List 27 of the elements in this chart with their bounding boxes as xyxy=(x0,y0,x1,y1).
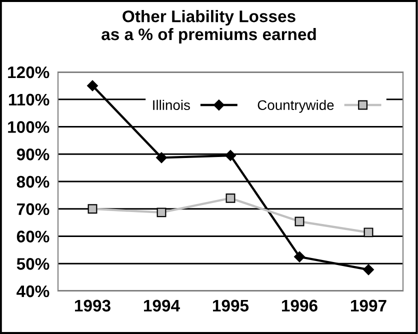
point xyxy=(294,251,305,262)
x-tick-label: 1994 xyxy=(144,300,180,312)
point xyxy=(226,193,236,203)
y-tick-label: 90% xyxy=(16,148,50,160)
point xyxy=(363,264,374,276)
y-tick-label: 110% xyxy=(9,94,50,106)
legend-label: Countrywide xyxy=(258,100,334,113)
x-tick-label: 1993 xyxy=(75,300,110,312)
y-tick-label: 80% xyxy=(16,176,50,188)
y-tick-label: 50% xyxy=(16,258,50,270)
point xyxy=(87,80,98,92)
y-tick-label: 60% xyxy=(16,230,50,242)
point xyxy=(294,216,304,226)
x-tick-label: 1995 xyxy=(213,300,249,312)
y-tick-label: 120% xyxy=(8,66,50,78)
x-tick-label: 1997 xyxy=(351,300,386,312)
point xyxy=(156,208,166,218)
y-tick-label: 70% xyxy=(17,203,50,216)
x-tick-label: 1996 xyxy=(282,300,318,312)
chart-title: Other Liability Losses as a % of premiums earned xyxy=(102,10,316,44)
point xyxy=(156,152,167,164)
point xyxy=(364,228,374,238)
y-tick-label: 40% xyxy=(16,285,50,298)
legend-label: Illinois xyxy=(153,100,190,110)
y-tick-label: 100% xyxy=(8,121,50,133)
point xyxy=(88,204,98,214)
point xyxy=(225,150,236,161)
